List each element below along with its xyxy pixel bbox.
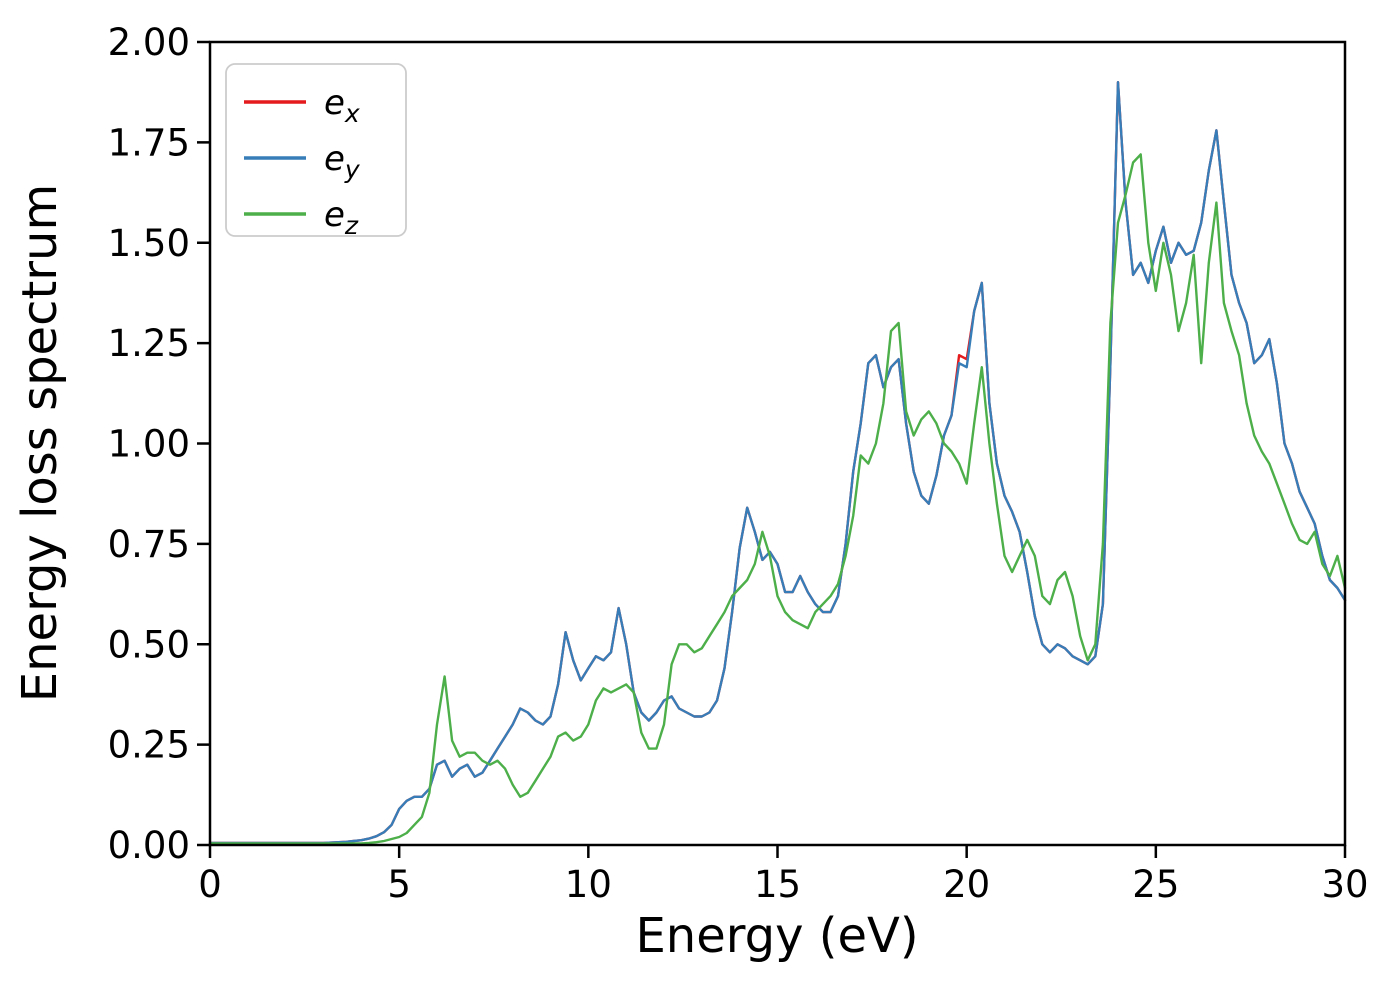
- x-axis-ticks: 0 5 10 15 20 25 30: [198, 845, 1369, 906]
- x-tick-label: 0: [198, 863, 222, 906]
- series-line-e_z: [208, 153, 1347, 845]
- legend-label-e_y: ey: [324, 139, 361, 184]
- y-tick-label: 1.50: [108, 222, 190, 265]
- y-tick-label: 1.75: [108, 121, 190, 164]
- series-lines: [208, 80, 1347, 845]
- y-tick-label: 2.00: [108, 21, 190, 64]
- legend-label-e_z: ez: [324, 195, 359, 240]
- y-tick-label: 1.25: [108, 322, 190, 365]
- y-tick-label: 0.50: [108, 623, 190, 666]
- x-tick-label: 15: [754, 863, 801, 906]
- y-tick-label: 1.00: [108, 423, 190, 466]
- y-axis-ticks: 0.00 0.25 0.50 0.75 1.00 1.25 1.50 1.75 2.00: [108, 21, 210, 867]
- x-tick-label: 5: [387, 863, 411, 906]
- legend-label-e_x: ex: [324, 83, 360, 128]
- x-axis-label: Energy (eV): [635, 908, 918, 964]
- y-tick-label: 0.00: [108, 824, 190, 867]
- series-line-e_y: [208, 80, 1347, 845]
- axes-frame: [208, 40, 1347, 847]
- x-tick-label: 20: [943, 863, 990, 906]
- y-tick-label: 0.25: [108, 724, 190, 767]
- y-axis-label: Energy loss spectrum: [12, 184, 68, 702]
- legend-box: [225, 63, 407, 237]
- x-tick-label: 30: [1321, 863, 1368, 906]
- x-tick-label: 10: [565, 863, 612, 906]
- x-tick-label: 25: [1132, 863, 1179, 906]
- legend: ex ey ez: [225, 63, 407, 240]
- y-tick-label: 0.75: [108, 523, 190, 566]
